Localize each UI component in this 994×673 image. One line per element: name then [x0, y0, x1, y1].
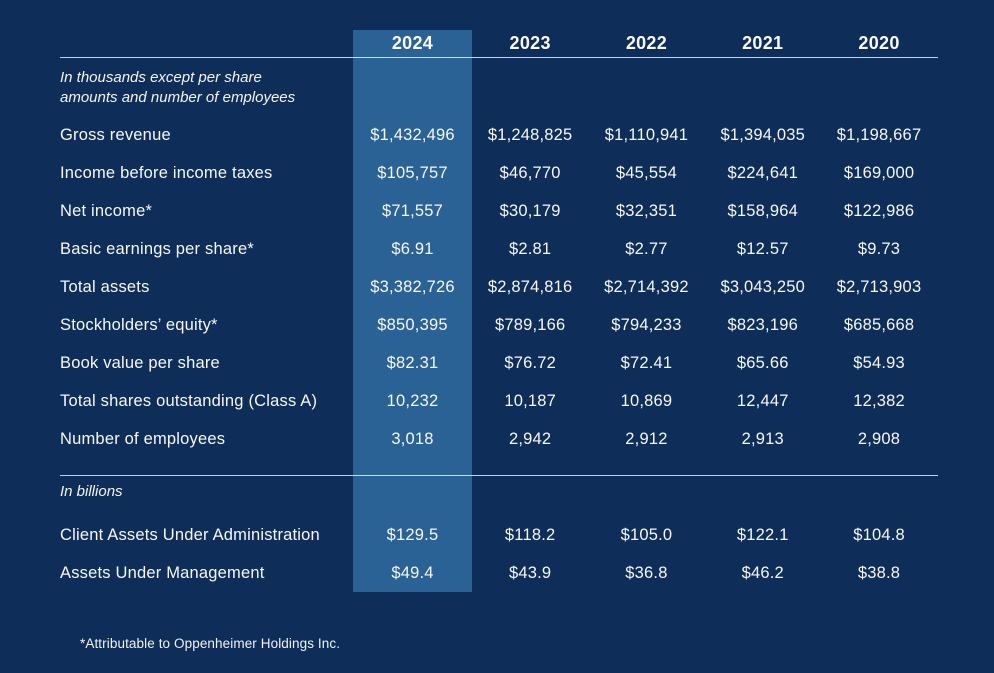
row-label: Total shares outstanding (Class A) [60, 391, 318, 410]
cell-value: $6.91 [391, 239, 434, 258]
table-row-gross-revenue: Gross revenue $1,432,496 $1,248,825 $1,1… [0, 116, 994, 154]
table-row-income-before-taxes: Income before income taxes $105,757 $46,… [0, 154, 994, 192]
cell-value: $1,198,667 [836, 125, 922, 144]
cell-value: 3,018 [391, 429, 434, 448]
year-header-2021: 2021 [742, 33, 784, 53]
table-row-aum: Assets Under Management $49.4 $43.9 $36.… [0, 554, 994, 592]
row-label: Basic earnings per share* [60, 239, 254, 258]
cell-value: $43.9 [509, 563, 552, 582]
billions-section: Client Assets Under Administration $129.… [0, 516, 994, 592]
row-label: Total assets [60, 277, 150, 296]
cell-value: 10,232 [386, 391, 439, 410]
cell-value: 10,869 [620, 391, 673, 410]
row-label: Assets Under Management [60, 563, 265, 582]
cell-value: $12.57 [736, 239, 789, 258]
table-row-basic-eps: Basic earnings per share* $6.91 $2.81 $2… [0, 230, 994, 268]
cell-value: $2,874,816 [487, 277, 573, 296]
cell-value: $71,557 [381, 201, 444, 220]
billions-note: In billions [60, 483, 123, 500]
cell-value: $32,351 [615, 201, 677, 220]
cell-value: $224,641 [727, 163, 798, 182]
cell-value: $1,394,035 [720, 125, 806, 144]
cell-value: $36.8 [625, 563, 668, 582]
table-row-book-value: Book value per share $82.31 $76.72 $72.4… [0, 344, 994, 382]
cell-value: $105.0 [620, 525, 673, 544]
units-note: In thousands except per share amounts an… [60, 68, 295, 107]
footnote: *Attributable to Oppenheimer Holdings In… [80, 636, 341, 651]
row-label: Stockholders’ equity* [60, 315, 218, 334]
table-row-total-assets: Total assets $3,382,726 $2,874,816 $2,71… [0, 268, 994, 306]
cell-value: $685,668 [843, 315, 915, 334]
cell-value: 10,187 [504, 391, 556, 410]
row-label: Client Assets Under Administration [60, 525, 320, 544]
thousands-section: Gross revenue $1,432,496 $1,248,825 $1,1… [0, 116, 994, 458]
table-row-total-shares: Total shares outstanding (Class A) 10,23… [0, 382, 994, 420]
cell-value: $72.41 [620, 353, 673, 372]
cell-value: $1,110,941 [604, 125, 689, 144]
row-label: Gross revenue [60, 125, 171, 144]
table-row-stockholders-equity: Stockholders’ equity* $850,395 $789,166 … [0, 306, 994, 344]
cell-value: $54.93 [853, 353, 905, 372]
year-header-2023: 2023 [509, 33, 551, 53]
cell-value: $3,043,250 [720, 277, 806, 296]
header-divider-line [60, 57, 938, 58]
cell-value: $104.8 [853, 525, 905, 544]
cell-value: $118.2 [504, 525, 556, 544]
year-header-2024: 2024 [391, 33, 434, 53]
cell-value: $45,554 [615, 163, 677, 182]
row-label: Income before income taxes [60, 163, 273, 182]
cell-value: $46.2 [741, 563, 784, 582]
year-header-row: 2024 2023 2022 2021 2020 [0, 30, 994, 57]
cell-value: 2,942 [509, 429, 552, 448]
units-note-line1: In thousands except per share [60, 69, 262, 86]
year-header-2022: 2022 [625, 33, 668, 53]
cell-value: $65.66 [736, 353, 789, 372]
row-label: Number of employees [60, 429, 226, 448]
cell-value: $850,395 [377, 315, 448, 334]
cell-value: $82.31 [386, 353, 439, 372]
cell-value: $49.4 [391, 563, 434, 582]
cell-value: $30,179 [499, 201, 561, 220]
cell-value: $2.81 [509, 239, 552, 258]
year-header-2020: 2020 [858, 33, 900, 53]
cell-value: $169,000 [843, 163, 915, 182]
cell-value: $794,233 [611, 315, 682, 334]
row-label: Book value per share [60, 353, 220, 372]
cell-value: 2,912 [625, 429, 668, 448]
cell-value: $823,196 [727, 315, 798, 334]
cell-value: $2,713,903 [836, 277, 922, 296]
cell-value: $1,432,496 [370, 125, 455, 144]
row-label: Net income* [60, 201, 153, 220]
billions-divider-line [60, 475, 938, 476]
cell-value: $158,964 [727, 201, 798, 220]
cell-value: $1,248,825 [487, 125, 573, 144]
cell-value: 12,447 [736, 391, 789, 410]
cell-value: 2,913 [741, 429, 784, 448]
cell-value: $789,166 [494, 315, 566, 334]
highlighted-year-column [353, 30, 472, 592]
units-note-line2: amounts and number of employees [60, 88, 296, 106]
cell-value: 12,382 [853, 391, 905, 410]
cell-value: 2,908 [857, 429, 901, 448]
cell-value: $122,986 [843, 201, 915, 220]
table-row-client-assets: Client Assets Under Administration $129.… [0, 516, 994, 554]
cell-value: $129.5 [386, 525, 439, 544]
table-row-net-income: Net income* $71,557 $30,179 $32,351 $158… [0, 192, 994, 230]
cell-value: $105,757 [377, 163, 448, 182]
cell-value: $9.73 [857, 239, 901, 258]
cell-value: $122.1 [736, 525, 789, 544]
cell-value: $76.72 [504, 353, 556, 372]
cell-value: $3,382,726 [370, 277, 455, 296]
cell-value: $46,770 [499, 163, 561, 182]
cell-value: $38.8 [857, 563, 901, 582]
table-row-employees: Number of employees 3,018 2,942 2,912 2,… [0, 420, 994, 458]
cell-value: $2,714,392 [604, 277, 689, 296]
cell-value: $2.77 [625, 239, 668, 258]
